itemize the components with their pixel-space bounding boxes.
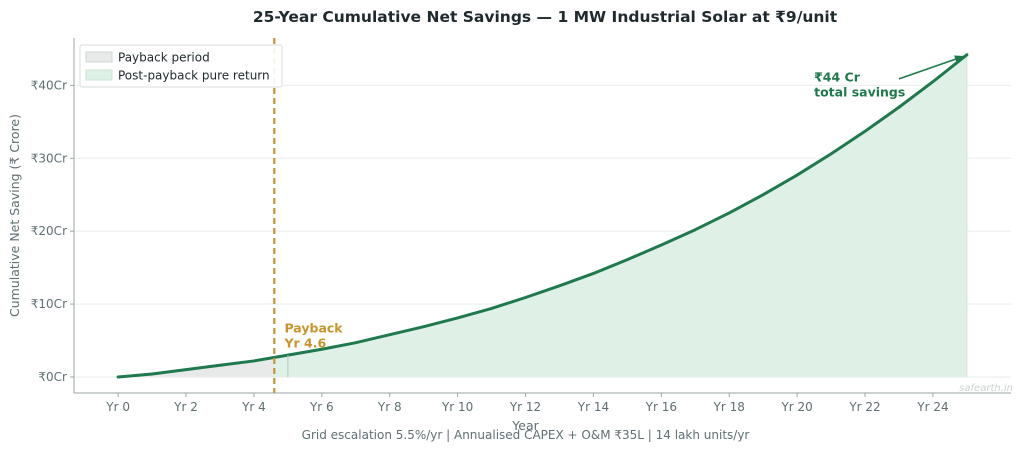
annotation-line: Yr 4.6	[283, 335, 326, 350]
watermark-text: safearth.in	[959, 383, 1013, 394]
area-layer	[118, 54, 968, 377]
annotation-total: ₹44 Cr total savings	[814, 70, 905, 100]
footer-note: Grid escalation 5.5%/yr | Annualised CAP…	[302, 428, 750, 442]
x-tick-label: Yr 24	[916, 400, 948, 414]
legend-label-0: Payback period	[118, 51, 210, 65]
legend-swatch-0	[85, 51, 113, 63]
annotation-payback: Payback Yr 4.6	[283, 320, 343, 350]
x-tick-label: Yr 0	[105, 400, 130, 414]
y-tick-label: ₹0Cr	[38, 370, 67, 384]
x-axis-label: Year	[511, 418, 539, 433]
line-layer	[116, 38, 969, 393]
y-tick-label: ₹40Cr	[31, 78, 67, 92]
y-axis-label: Cumulative Net Saving (₹ Crore)	[7, 114, 22, 317]
x-tick-label: Yr 14	[577, 400, 609, 414]
legend: Payback period Post-payback pure return	[79, 44, 283, 88]
legend-box	[79, 44, 283, 88]
x-tick-label: Yr 2	[173, 400, 198, 414]
legend-swatch-1	[85, 69, 113, 81]
cumulative-savings-line	[116, 53, 969, 379]
x-tick-label: Yr 12	[509, 400, 541, 414]
post-payback-area	[274, 54, 967, 377]
x-tick-label: Yr 6	[309, 400, 334, 414]
annotation-line: Payback	[284, 320, 343, 335]
x-tick-label: Yr 18	[713, 400, 745, 414]
annotation-line: total savings	[814, 85, 905, 100]
annotation-layer: ₹44 Cr total savings Payback Yr 4.6	[283, 55, 965, 377]
x-tick-label: Yr 8	[377, 400, 402, 414]
annotation-line: ₹44 Cr	[814, 70, 861, 85]
axis-layer: Yr 0 Yr 2 Yr 4 Yr 6 Yr 8 Yr 10 Yr 12 Yr 14 Yr 16…	[31, 38, 1011, 414]
chart-title: 25-Year Cumulative Net Savings — 1 MW In…	[253, 8, 838, 26]
x-tick-label: Yr 16	[645, 400, 677, 414]
payback-area	[118, 357, 275, 377]
y-tick-label: ₹30Cr	[31, 151, 67, 165]
x-tick-label: Yr 22	[848, 400, 880, 414]
y-tick-label: ₹20Cr	[31, 224, 67, 238]
x-tick-label: Yr 10	[441, 400, 473, 414]
total-savings-arrow	[898, 55, 965, 80]
x-tick-label: Yr 4	[241, 400, 266, 414]
y-tick-label: ₹10Cr	[31, 297, 67, 311]
legend-label-1: Post-payback pure return	[118, 69, 270, 83]
x-tick-label: Yr 20	[780, 400, 812, 414]
